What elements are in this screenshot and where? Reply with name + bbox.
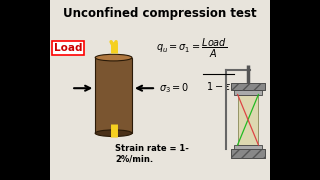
Text: Load: Load — [54, 43, 82, 53]
Bar — [231, 83, 265, 90]
Bar — [270, 0, 320, 180]
Bar — [231, 149, 265, 158]
Ellipse shape — [95, 54, 132, 61]
Text: Unconfined compression test: Unconfined compression test — [63, 7, 257, 20]
Text: $\sigma_3 = 0$: $\sigma_3 = 0$ — [159, 81, 189, 95]
Bar — [234, 90, 262, 94]
Bar — [0, 0, 50, 180]
Bar — [95, 58, 132, 133]
Text: $q_u = \sigma_1 = \dfrac{Load}{A}$: $q_u = \sigma_1 = \dfrac{Load}{A}$ — [156, 37, 228, 60]
Bar — [231, 149, 265, 158]
Bar — [231, 83, 265, 90]
Ellipse shape — [95, 130, 132, 136]
Text: Strain rate = 1-
2%/min.: Strain rate = 1- 2%/min. — [115, 144, 189, 163]
Text: $1 - \varepsilon$: $1 - \varepsilon$ — [206, 80, 231, 92]
Bar — [238, 94, 259, 145]
Bar — [234, 145, 262, 149]
